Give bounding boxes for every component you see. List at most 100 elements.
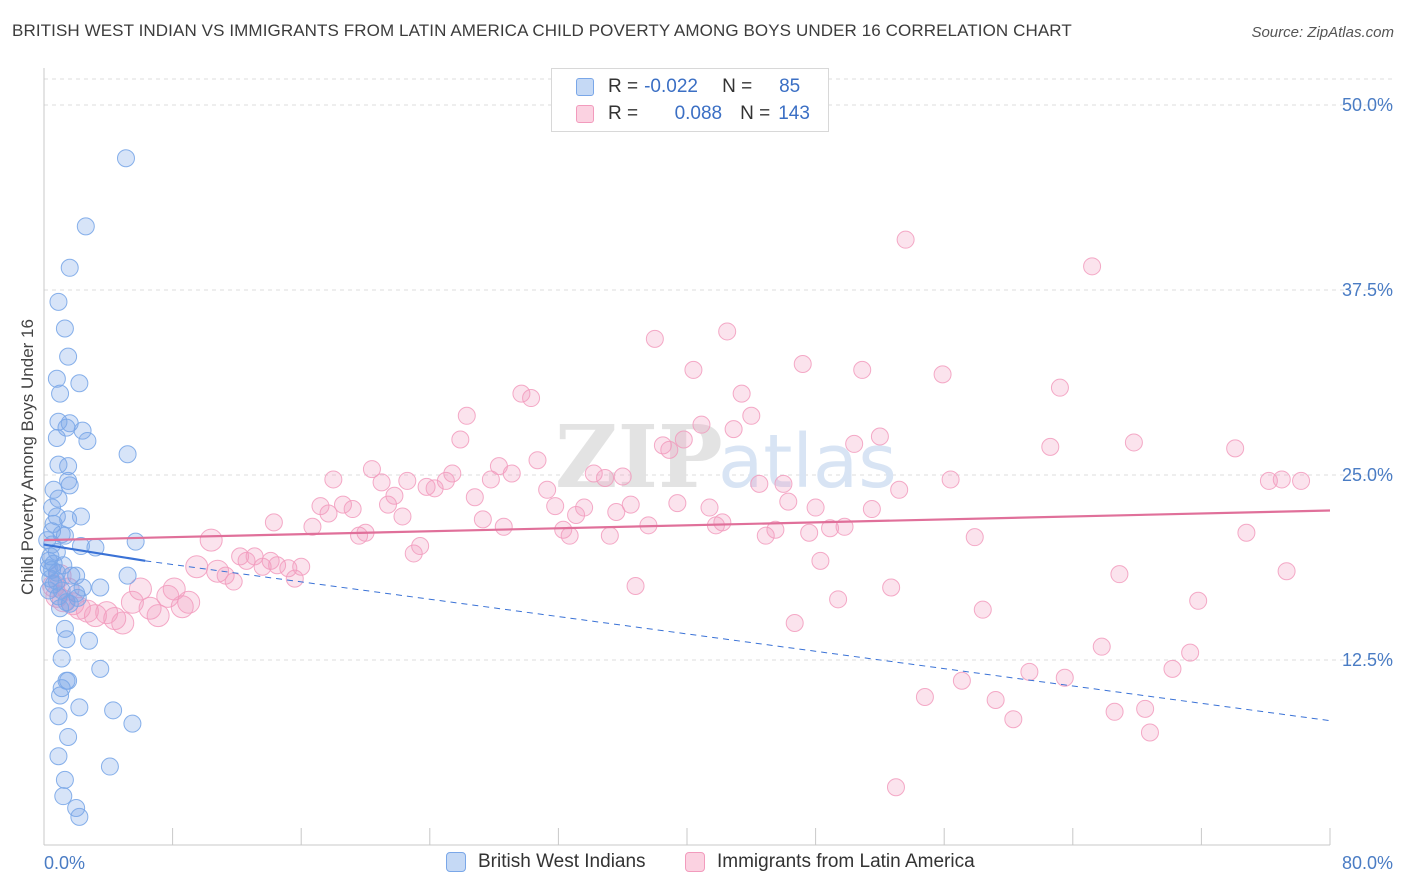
bottom-legend-label-british-west-indians: British West Indians — [478, 851, 646, 872]
data-point-immigrants-latin-america — [800, 523, 819, 542]
data-point-immigrants-latin-america — [1050, 378, 1069, 397]
data-point-british-west-indians — [57, 630, 76, 649]
data-point-immigrants-latin-america — [268, 556, 287, 575]
legend-r-value: 0.088 — [674, 103, 723, 124]
data-point-immigrants-latin-america — [1110, 565, 1129, 584]
data-point-immigrants-latin-america — [700, 498, 719, 517]
bottom-legend-label-immigrants-latin-america: Immigrants from Latin America — [717, 851, 975, 872]
data-point-immigrants-latin-america — [882, 578, 901, 597]
data-point-immigrants-latin-america — [660, 440, 679, 459]
data-point-british-west-indians — [47, 429, 66, 447]
data-point-immigrants-latin-america — [626, 577, 645, 595]
data-point-british-west-indians — [55, 770, 74, 789]
data-point-immigrants-latin-america — [1140, 723, 1159, 742]
data-point-immigrants-latin-america — [890, 480, 909, 499]
data-point-immigrants-latin-america — [512, 384, 531, 403]
chart-title: BRITISH WEST INDIAN VS IMMIGRANTS FROM L… — [12, 21, 1072, 40]
data-point-british-west-indians — [118, 566, 137, 585]
data-point-immigrants-latin-america — [481, 470, 500, 489]
legend-n-value: 143 — [778, 103, 810, 124]
data-point-immigrants-latin-america — [692, 415, 711, 434]
data-point-immigrants-latin-america — [404, 544, 423, 563]
data-point-immigrants-latin-america — [774, 474, 793, 493]
data-point-immigrants-latin-america — [398, 471, 417, 490]
data-point-british-west-indians — [44, 480, 63, 499]
data-point-immigrants-latin-america — [333, 495, 352, 514]
data-point-immigrants-latin-america — [237, 551, 256, 570]
data-point-immigrants-latin-america — [385, 486, 404, 505]
trend-line-british-west-indians — [43, 543, 146, 562]
data-point-immigrants-latin-america — [170, 595, 194, 619]
data-point-immigrants-latin-america — [264, 513, 283, 532]
data-point-immigrants-latin-america — [303, 517, 322, 536]
data-point-immigrants-latin-america — [1136, 699, 1155, 718]
data-point-british-west-indians — [60, 258, 79, 277]
data-point-immigrants-latin-america — [128, 577, 152, 601]
data-point-british-west-indians — [67, 566, 86, 585]
data-point-british-west-indians — [49, 292, 68, 311]
legend-n-label: N = — [722, 76, 753, 97]
data-point-immigrants-latin-america — [886, 778, 905, 797]
data-point-immigrants-latin-america — [324, 470, 343, 489]
trend-line-british-west-indians-dashed — [145, 560, 1331, 722]
data-point-immigrants-latin-america — [425, 479, 444, 498]
data-point-british-west-indians — [59, 727, 78, 746]
data-point-immigrants-latin-america — [952, 671, 971, 690]
data-point-british-west-indians — [70, 807, 89, 826]
data-point-british-west-indians — [49, 489, 68, 508]
data-point-british-west-indians — [52, 649, 71, 668]
data-point-british-west-indians — [70, 374, 89, 393]
data-point-immigrants-latin-america — [379, 495, 398, 514]
data-point-immigrants-latin-america — [1277, 562, 1296, 581]
data-point-immigrants-latin-america — [915, 688, 934, 706]
data-point-british-west-indians — [116, 149, 135, 168]
data-point-british-west-indians — [55, 319, 74, 338]
data-point-immigrants-latin-america — [1163, 659, 1182, 678]
data-point-immigrants-latin-america — [1189, 591, 1208, 610]
legend-swatch-blue — [576, 78, 594, 96]
data-point-british-west-indians — [54, 787, 73, 806]
data-point-immigrants-latin-america — [1237, 523, 1256, 542]
legend-n-value: 85 — [779, 76, 801, 97]
data-point-immigrants-latin-america — [724, 420, 743, 439]
data-point-immigrants-latin-america — [1272, 470, 1291, 489]
data-point-immigrants-latin-america — [713, 513, 732, 532]
data-point-immigrants-latin-america — [811, 551, 830, 570]
data-point-immigrants-latin-america — [750, 474, 769, 493]
data-point-british-west-indians — [59, 671, 78, 690]
data-point-british-west-indians — [126, 532, 145, 551]
data-point-british-west-indians — [60, 594, 79, 613]
data-point-immigrants-latin-america — [829, 590, 848, 609]
bottom-legend-item-british-west-indians: British West Indians — [446, 851, 646, 873]
data-point-british-west-indians — [43, 560, 62, 579]
data-point-british-west-indians — [80, 631, 99, 650]
data-point-british-west-indians — [51, 599, 70, 618]
data-point-immigrants-latin-america — [199, 528, 223, 552]
data-point-immigrants-latin-america — [1083, 257, 1102, 276]
data-point-immigrants-latin-america — [451, 430, 470, 449]
data-point-immigrants-latin-america — [668, 494, 687, 513]
data-point-immigrants-latin-america — [95, 601, 119, 625]
data-point-british-west-indians — [59, 347, 78, 366]
watermark-zip: ZIP — [555, 407, 723, 508]
data-point-immigrants-latin-america — [613, 467, 632, 486]
data-point-immigrants-latin-america — [793, 355, 812, 373]
data-point-immigrants-latin-america — [1004, 710, 1023, 729]
data-point-immigrants-latin-america — [146, 604, 170, 628]
data-point-immigrants-latin-america — [292, 557, 311, 576]
legend-n-label: N = — [740, 103, 771, 124]
series-british-west-indians — [38, 149, 145, 826]
y-axis-label: Child Poverty Among Boys Under 16 — [18, 319, 37, 595]
data-point-british-west-indians — [49, 707, 68, 726]
data-point-british-west-indians — [49, 455, 68, 474]
data-point-immigrants-latin-america — [821, 519, 840, 538]
data-point-immigrants-latin-america — [645, 329, 664, 348]
data-point-british-west-indians — [43, 498, 62, 517]
data-point-immigrants-latin-america — [411, 537, 430, 556]
legend-r-value: -0.022 — [644, 76, 698, 97]
data-point-immigrants-latin-america — [473, 510, 492, 529]
data-point-immigrants-latin-america — [732, 384, 751, 403]
data-point-immigrants-latin-america — [896, 230, 915, 249]
data-point-british-west-indians — [52, 581, 71, 600]
